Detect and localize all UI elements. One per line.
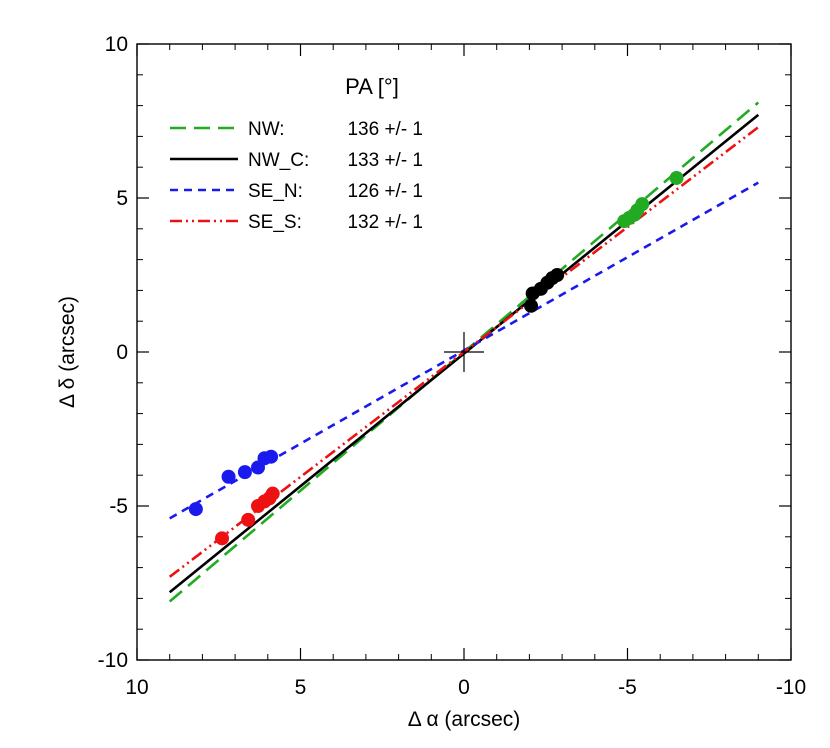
- origin-cross-marker: [444, 332, 484, 372]
- legend: PA [°] NW: 136 +/- 1 NW_C: 133 +/- 1 SE_N: 12…: [170, 74, 423, 233]
- data-point: [635, 197, 650, 212]
- data-point: [188, 502, 203, 517]
- legend-value: 136 +/- 1: [347, 119, 423, 140]
- data-point: [265, 486, 280, 501]
- data-point: [221, 469, 236, 484]
- legend-label: SE_N:: [248, 181, 303, 202]
- data-point: [669, 170, 684, 185]
- x-tick-label: 5: [295, 676, 307, 699]
- data-point: [237, 465, 252, 480]
- x-tick-label: 0: [458, 676, 470, 699]
- x-tick-label: -10: [776, 676, 806, 699]
- legend-label: NW_C:: [248, 150, 309, 171]
- data-point: [524, 298, 539, 313]
- data-point: [241, 512, 256, 527]
- legend-title: PA [°]: [345, 74, 399, 99]
- y-tick-label: 5: [116, 187, 128, 210]
- legend-label: SE_S:: [248, 212, 302, 233]
- data-point: [264, 449, 279, 464]
- y-tick-label: 10: [105, 33, 128, 56]
- y-tick-label: 0: [116, 341, 128, 364]
- legend-value: 133 +/- 1: [347, 150, 423, 171]
- x-axis-label: Δ α (arcsec): [408, 708, 521, 731]
- data-point: [550, 268, 565, 282]
- y-tick-label: -10: [98, 649, 128, 672]
- y-tick-label: -5: [109, 495, 128, 518]
- data-point: [215, 531, 230, 546]
- x-tick-label: -5: [618, 676, 637, 699]
- legend-value: 126 +/- 1: [347, 181, 423, 202]
- axis-ticks: 10 5 0 -5 -10 -10 -5 0 5 10: [98, 33, 807, 699]
- x-tick-label: 10: [125, 676, 148, 699]
- legend-label: NW:: [248, 119, 285, 140]
- y-axis-label: Δ δ (arcsec): [56, 296, 79, 408]
- data-points: [188, 170, 684, 546]
- legend-value: 132 +/- 1: [347, 212, 423, 233]
